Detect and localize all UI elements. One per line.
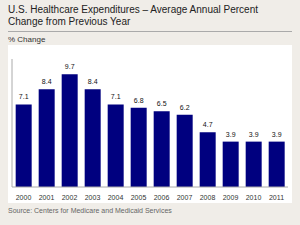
svg-text:2008: 2008	[200, 194, 216, 201]
svg-text:8.4: 8.4	[88, 78, 98, 85]
svg-text:2003: 2003	[85, 194, 101, 201]
svg-text:2006: 2006	[154, 194, 170, 201]
svg-text:2007: 2007	[177, 194, 193, 201]
svg-text:3.9: 3.9	[272, 131, 282, 138]
svg-text:3.9: 3.9	[226, 131, 236, 138]
svg-text:2004: 2004	[108, 194, 124, 201]
svg-text:2001: 2001	[39, 194, 55, 201]
svg-text:6.5: 6.5	[157, 100, 167, 107]
svg-text:3.9: 3.9	[249, 131, 259, 138]
html-text:U.S. Healthcare Expenditures –: U.S. Healthcare Expenditures – Average A…	[8, 4, 258, 27]
svg-text:2005: 2005	[131, 194, 147, 201]
svg-text:2010: 2010	[246, 194, 262, 201]
svg-text:7.1: 7.1	[19, 93, 29, 100]
svg-text:9.7: 9.7	[65, 63, 75, 70]
svg-text:2009: 2009	[223, 194, 239, 201]
svg-text:2000: 2000	[16, 194, 32, 201]
svg-text:8.4: 8.4	[42, 78, 52, 85]
html-text:% Change: % Change	[8, 35, 46, 44]
svg-text:7.1: 7.1	[111, 93, 121, 100]
svg-text:6.2: 6.2	[180, 104, 190, 111]
html-text:Source: Centers for Medicare a: Source: Centers for Medicare and Medicai…	[8, 207, 172, 214]
svg-text:2002: 2002	[62, 194, 78, 201]
svg-text:2011: 2011	[269, 194, 284, 201]
svg-text:4.7: 4.7	[203, 121, 213, 128]
svg-text:6.8: 6.8	[134, 97, 144, 104]
